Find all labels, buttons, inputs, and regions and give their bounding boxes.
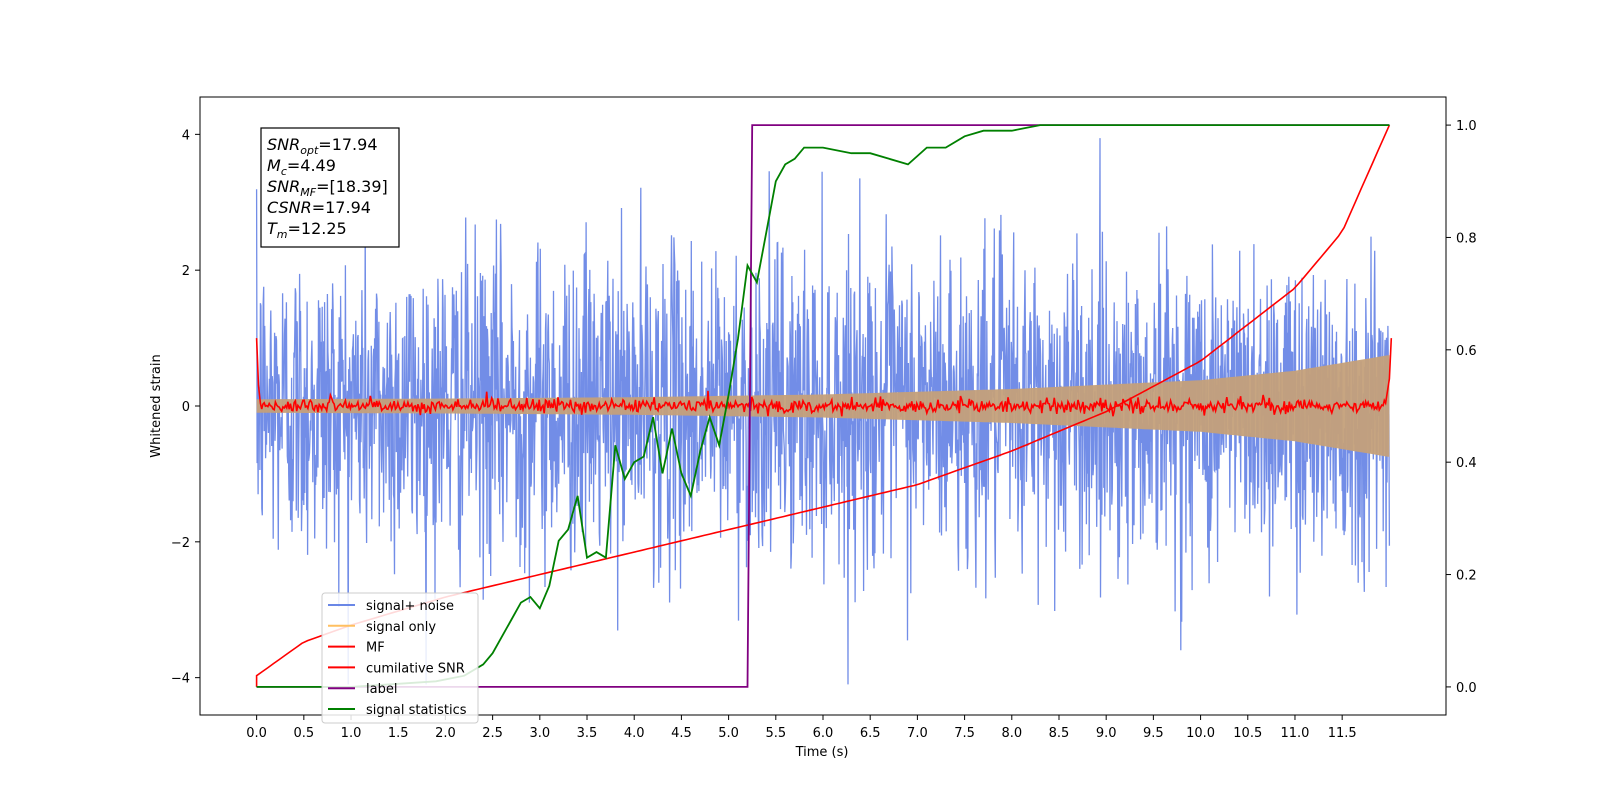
x-axis-label: Time (s) <box>795 745 849 760</box>
x-tick-label: 2.5 <box>482 726 503 741</box>
x-tick-label: 5.0 <box>718 726 739 741</box>
legend-label: signal statistics <box>366 703 467 718</box>
mf-line <box>255 338 1393 417</box>
legend-label: label <box>366 682 397 697</box>
x-tick-label: 5.5 <box>765 726 786 741</box>
legend-label: signal only <box>366 620 436 635</box>
x-tick-label: 1.0 <box>341 726 362 741</box>
annotation-line: SNRopt=17.94 <box>267 135 378 157</box>
x-tick-label: 7.5 <box>954 726 975 741</box>
annotation-line: SNRMF=[18.39] <box>267 177 388 199</box>
annotation-line: Mc=4.49 <box>267 156 336 178</box>
x-tick-label: 10.5 <box>1233 726 1262 741</box>
annotation-line: Tm=12.25 <box>267 219 347 241</box>
x-tick-label: 0.5 <box>293 726 314 741</box>
y2-tick-label: 0.2 <box>1456 569 1477 584</box>
x-tick-label: 2.0 <box>435 726 456 741</box>
y-tick-label: −4 <box>171 672 190 687</box>
y-axis-right: 1.0 0.8 0.6 0.4 0.2 0.0 <box>1446 119 1477 696</box>
x-tick-label: 4.5 <box>671 726 692 741</box>
y2-tick-label: 0.6 <box>1456 344 1477 359</box>
y2-tick-label: 0.0 <box>1456 681 1477 696</box>
y2-tick-label: 0.8 <box>1456 231 1477 246</box>
legend-label: cumilative SNR <box>366 661 465 676</box>
x-tick-label: 3.0 <box>529 726 550 741</box>
legend-label: MF <box>366 641 385 656</box>
signal-noise-line <box>255 138 1391 685</box>
signal-noise-trace <box>255 138 1391 685</box>
y-tick-label: −2 <box>171 536 190 551</box>
y2-tick-label: 1.0 <box>1456 119 1477 134</box>
x-tick-label: 8.0 <box>1001 726 1022 741</box>
legend: signal+ noise signal only MF cumilative SNR… <box>321 592 479 724</box>
legend-label: signal+ noise <box>366 599 454 614</box>
y-axis-left: 4 2 0 −2 −4 <box>171 128 200 687</box>
x-tick-label: 7.0 <box>907 726 928 741</box>
x-tick-label: 4.0 <box>624 726 645 741</box>
x-tick-label: 3.5 <box>577 726 598 741</box>
x-tick-label: 9.0 <box>1096 726 1117 741</box>
y-tick-label: 0 <box>182 400 190 415</box>
x-tick-label: 10.0 <box>1186 726 1215 741</box>
y-tick-label: 4 <box>182 128 190 143</box>
y-tick-label: 2 <box>182 264 190 279</box>
y2-tick-label: 0.4 <box>1456 456 1477 471</box>
x-tick-label: 6.0 <box>813 726 834 741</box>
x-tick-label: 0.0 <box>246 726 267 741</box>
x-tick-label: 9.5 <box>1143 726 1164 741</box>
x-tick-label: 11.5 <box>1328 726 1357 741</box>
x-tick-label: 1.5 <box>388 726 409 741</box>
x-tick-label: 11.0 <box>1280 726 1309 741</box>
annotation-box: SNRopt=17.94Mc=4.49SNRMF=[18.39]CSNR=17.… <box>260 127 400 248</box>
y-axis-label: Whitened strain <box>149 354 164 457</box>
x-axis: 0.0 0.5 1.0 1.5 2.0 2.5 3.0 3.5 4.0 4.5 5.0 5.5 6.0 6… <box>246 715 1357 741</box>
x-tick-label: 8.5 <box>1049 726 1070 741</box>
annotation-line: CSNR=17.94 <box>267 198 371 217</box>
x-tick-label: 6.5 <box>860 726 881 741</box>
signal-statistics-line <box>256 124 1390 688</box>
